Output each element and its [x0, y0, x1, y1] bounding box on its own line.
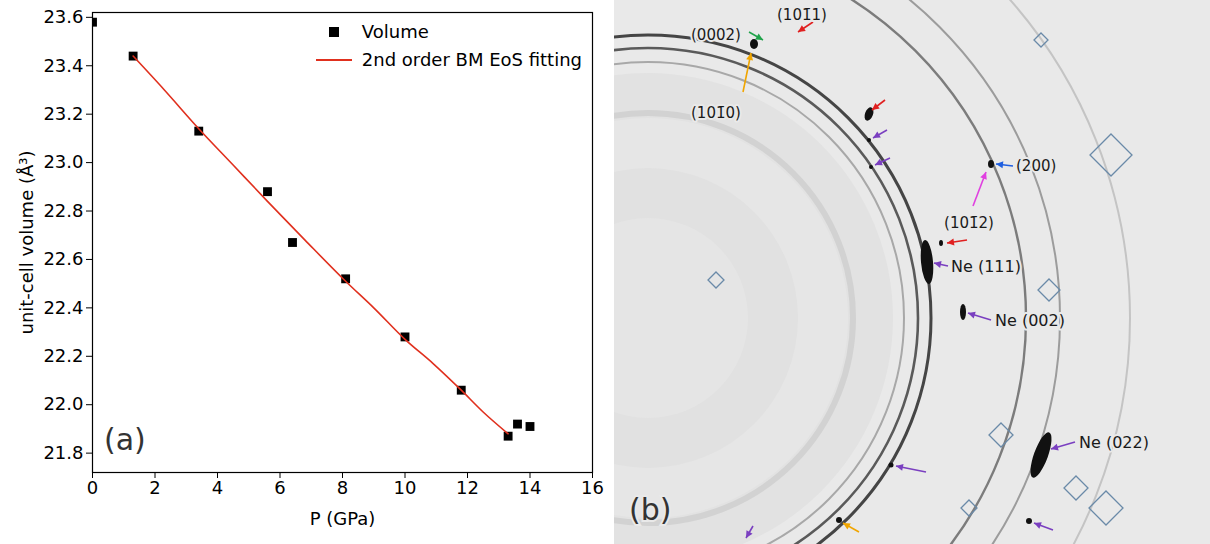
svg-text:22.2: 22.2	[43, 345, 83, 366]
svg-text:4: 4	[212, 477, 223, 498]
svg-text:23.2: 23.2	[43, 103, 83, 124]
svg-text:Ne (002): Ne (002)	[995, 311, 1065, 330]
svg-text:22.8: 22.8	[43, 200, 83, 221]
svg-text:22.6: 22.6	[43, 248, 83, 269]
svg-text:22.0: 22.0	[43, 393, 83, 414]
svg-text:unit-cell volume (Å³): unit-cell volume (Å³)	[16, 150, 37, 334]
svg-text:22.4: 22.4	[43, 297, 83, 318]
svg-text:14: 14	[519, 477, 542, 498]
svg-text:16: 16	[581, 477, 604, 498]
svg-text:21.8: 21.8	[43, 442, 83, 463]
svg-text:Ne (022): Ne (022)	[1079, 433, 1149, 452]
html-text:Volume: Volume	[361, 21, 429, 42]
svg-text:23.4: 23.4	[43, 55, 83, 76]
svg-text:P (GPa): P (GPa)	[310, 508, 376, 529]
svg-text:(101̄0): (101̄0)	[691, 104, 741, 122]
svg-text:(200): (200)	[1016, 157, 1056, 175]
svg-text:6: 6	[274, 477, 285, 498]
svg-text:(101̄2): (101̄2)	[944, 214, 994, 232]
svg-text:12: 12	[456, 477, 479, 498]
svg-text:Ne (111): Ne (111)	[951, 257, 1021, 276]
svg-text:(101̄1): (101̄1)	[777, 6, 827, 24]
html-text:(a): (a)	[104, 422, 146, 457]
svg-text:23.6: 23.6	[43, 6, 83, 27]
svg-text:10: 10	[394, 477, 417, 498]
html-text:2nd order BM EoS fitting: 2nd order BM EoS fitting	[361, 49, 582, 70]
svg-text:2: 2	[149, 477, 160, 498]
svg-text:(b): (b)	[629, 492, 671, 527]
svg-text:8: 8	[337, 477, 348, 498]
svg-text:0: 0	[87, 477, 98, 498]
svg-text:23.0: 23.0	[43, 151, 83, 172]
svg-text:(0002): (0002)	[691, 26, 741, 44]
